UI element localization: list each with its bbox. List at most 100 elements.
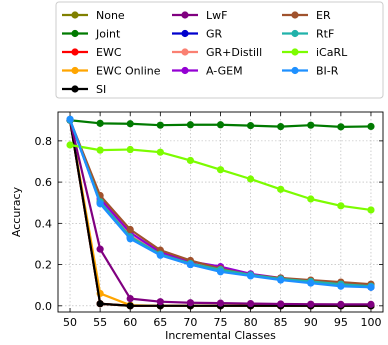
- x-tick-label: 75: [214, 316, 228, 329]
- data-point-lwf: [277, 300, 285, 308]
- x-tick-label: 85: [274, 316, 288, 329]
- legend-label: LwF: [206, 9, 227, 22]
- data-point-icarl: [66, 141, 74, 149]
- data-point-si: [96, 300, 104, 308]
- data-point-icarl: [156, 148, 164, 156]
- legend-label: EWC Online: [96, 65, 161, 78]
- legend-entry-gr: GR: [172, 28, 223, 41]
- data-point-icarl: [246, 175, 255, 183]
- x-tick-label: 100: [360, 316, 381, 329]
- legend-entry-lwf: LwF: [172, 9, 227, 22]
- legend-label: BI-R: [316, 65, 339, 78]
- legend-swatch-marker: [181, 11, 189, 19]
- legend-entry-bi-r: BI-R: [282, 65, 339, 78]
- y-tick-label: 0.2: [35, 259, 53, 272]
- legend-entry-rtf: RtF: [282, 28, 334, 41]
- data-point-bi-r: [156, 251, 164, 259]
- axes: 50 55 60 65 70 75 80 85 90 95 100 0.0 0.2 0.4 0.6 0.8 In…: [10, 111, 384, 342]
- legend-label: SI: [96, 83, 106, 96]
- data-point-lwf: [156, 298, 164, 306]
- data-point-icarl: [307, 195, 315, 203]
- data-point-joint: [367, 122, 375, 131]
- legend-swatch-marker: [71, 29, 79, 38]
- legend-box: [55, 1, 384, 99]
- data-point-icarl: [337, 202, 345, 210]
- data-point-joint: [246, 122, 255, 130]
- data-point-bi-r: [66, 115, 74, 123]
- data-point-joint: [126, 120, 134, 128]
- legend-entry-ewc: EWC: [62, 46, 122, 59]
- legend-swatch-marker: [181, 66, 189, 75]
- legend-swatch-marker: [71, 11, 79, 19]
- y-tick-label: 0.8: [35, 135, 53, 148]
- data-point-lwf: [216, 299, 225, 307]
- data-point-joint: [277, 123, 285, 131]
- data-point-lwf: [186, 299, 195, 307]
- data-point-joint: [186, 121, 195, 129]
- data-point-bi-r: [186, 260, 195, 269]
- legend-label: iCaRL: [316, 46, 348, 59]
- legend-entry-joint: Joint: [62, 28, 121, 41]
- data-point-joint: [216, 121, 225, 129]
- data-point-bi-r: [96, 200, 104, 208]
- x-tick-label: 95: [334, 316, 348, 329]
- x-axis-label: Incremental Classes: [165, 329, 276, 342]
- legend-swatch-marker: [71, 66, 79, 75]
- data-point-joint: [307, 121, 315, 129]
- y-tick-label: 0.6: [35, 176, 53, 189]
- legend-swatch-marker: [71, 85, 79, 93]
- legend-label: Joint: [95, 28, 121, 41]
- legend-swatch-marker: [291, 66, 299, 75]
- x-tick-label: 70: [183, 316, 197, 329]
- data-point-bi-r: [246, 272, 255, 280]
- x-tick-label: 55: [93, 316, 107, 329]
- legend-label: None: [96, 9, 125, 22]
- legend-entry-none: None: [62, 9, 125, 22]
- legend-swatch-marker: [71, 48, 79, 56]
- x-tick-label: 90: [304, 316, 318, 329]
- legend-entry-a-gem: A-GEM: [172, 65, 243, 78]
- data-point-lwf: [307, 300, 315, 308]
- data-point-icarl: [216, 166, 225, 174]
- series-joint: [66, 116, 375, 131]
- legend-entry-er: ER: [282, 9, 331, 22]
- legend-swatch-marker: [181, 29, 189, 38]
- legend-swatch-marker: [291, 48, 299, 56]
- data-point-lwf: [367, 300, 375, 308]
- x-tick-label: 60: [123, 316, 137, 329]
- legend-entry-ewc-online: EWC Online: [62, 65, 161, 78]
- x-tick-label: 80: [244, 316, 258, 329]
- data-point-bi-r: [277, 276, 285, 284]
- legend-label: A-GEM: [206, 65, 243, 78]
- data-point-icarl: [126, 145, 134, 154]
- data-point-icarl: [277, 185, 285, 193]
- data-point-icarl: [367, 206, 375, 214]
- legend-swatch-marker: [181, 48, 189, 56]
- legend-label: RtF: [316, 28, 334, 41]
- data-point-icarl: [186, 156, 195, 165]
- data-point-joint: [96, 119, 104, 127]
- legend-entry-gr-distill: GR+Distill: [172, 46, 262, 59]
- legend-entry-si: SI: [62, 83, 106, 96]
- x-tick-label: 50: [63, 316, 77, 329]
- data-point-lwf: [126, 294, 134, 303]
- legend: None Joint EWC EWC Online SI LwF GR GR+Distill A…: [55, 1, 384, 99]
- data-point-bi-r: [216, 268, 225, 276]
- data-point-lwf: [246, 299, 255, 308]
- legend-entry-icarl: iCaRL: [282, 46, 348, 59]
- data-point-joint: [156, 121, 164, 129]
- data-point-bi-r: [307, 279, 315, 287]
- x-tick-label: 65: [153, 316, 167, 329]
- data-point-er: [126, 225, 134, 234]
- data-point-lwf: [337, 300, 345, 308]
- legend-swatch-marker: [291, 29, 299, 38]
- data-point-joint: [337, 123, 345, 131]
- series-bi-r: [66, 115, 375, 291]
- legend-swatch-marker: [291, 11, 299, 19]
- data-point-si: [126, 302, 134, 310]
- data-point-bi-r: [337, 282, 345, 290]
- data-point-bi-r: [367, 283, 375, 291]
- y-tick-label: 0.0: [35, 300, 53, 313]
- data-point-icarl: [96, 146, 104, 154]
